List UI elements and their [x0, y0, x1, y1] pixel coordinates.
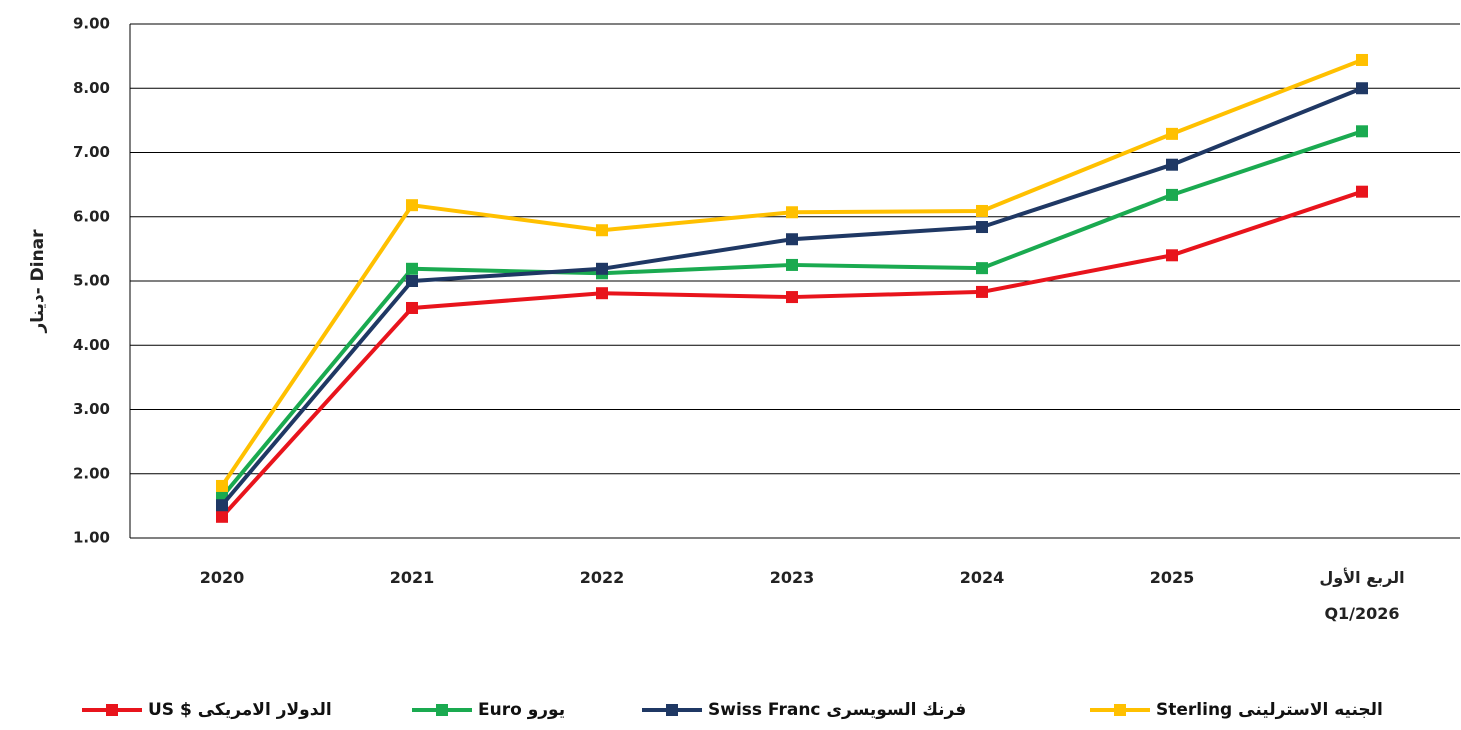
x-tick-label: 2023 [769, 568, 815, 587]
legend-swatch [1090, 704, 1150, 716]
y-tick-label: 8.00 [73, 79, 110, 97]
point-marker [786, 291, 798, 304]
point-marker [1356, 185, 1368, 198]
point-marker [1166, 249, 1178, 262]
point-marker [976, 262, 988, 275]
point-marker [976, 221, 988, 234]
point-marker [406, 199, 418, 212]
y-tick-label: 7.00 [73, 143, 110, 161]
x-tick-label: 2020 [199, 568, 245, 587]
point-marker [1166, 188, 1178, 201]
point-marker [1356, 125, 1368, 138]
point-marker [216, 479, 228, 492]
series-line [220, 129, 1363, 499]
x-tick-label: 2025 [1149, 568, 1195, 587]
legend-label: يورو Euro [478, 700, 566, 720]
point-marker [1356, 53, 1368, 66]
legend-marker [666, 704, 678, 716]
legend-swatch [412, 704, 472, 716]
point-marker [596, 262, 608, 275]
point-marker [1166, 127, 1178, 140]
y-tick-label: 4.00 [73, 336, 110, 354]
y-tick-label: 1.00 [73, 529, 110, 547]
legend-item: الدولار الامريكى $ US [82, 700, 332, 720]
point-marker [786, 206, 798, 219]
point-marker [216, 510, 228, 523]
x-tick-label: 2021 [389, 568, 435, 587]
y-tick-label: 6.00 [73, 207, 110, 225]
point-marker [976, 204, 988, 217]
legend-item: فرنك السويسرى Swiss Franc [642, 700, 966, 720]
legend-label: الجنيه الاسترلينى Sterling [1156, 700, 1383, 720]
legend-marker [436, 704, 448, 716]
point-marker [596, 287, 608, 300]
legend-marker [106, 704, 118, 716]
x-tick-label: 2024 [959, 568, 1005, 587]
point-marker [1166, 158, 1178, 171]
point-marker [406, 275, 418, 287]
point-marker [406, 262, 418, 275]
y-tick-label: 9.00 [73, 15, 110, 33]
legend-item: الجنيه الاسترلينى Sterling [1090, 700, 1383, 720]
point-marker [216, 499, 228, 512]
x-tick-label: الربع الأول Q1/2026 [1319, 568, 1405, 623]
point-marker [596, 224, 608, 237]
series-line [220, 58, 1363, 488]
legend-swatch [642, 704, 702, 716]
point-marker [1356, 82, 1368, 95]
point-marker [786, 258, 798, 271]
y-tick-label: 5.00 [73, 272, 110, 290]
y-axis-label: دينار- Dinar [28, 229, 48, 334]
legend-item: يورو Euro [412, 700, 565, 720]
y-tick-label: 3.00 [73, 400, 110, 418]
legend-marker [1114, 704, 1126, 716]
legend-swatch [82, 704, 142, 716]
legend-label: الدولار الامريكى $ US [148, 700, 332, 720]
x-tick-label: 2022 [579, 568, 625, 587]
legend-label: فرنك السويسرى Swiss Franc [708, 700, 967, 720]
y-tick-label: 2.00 [73, 464, 110, 482]
point-marker [406, 301, 418, 314]
point-marker [976, 285, 988, 298]
point-marker [786, 233, 798, 246]
